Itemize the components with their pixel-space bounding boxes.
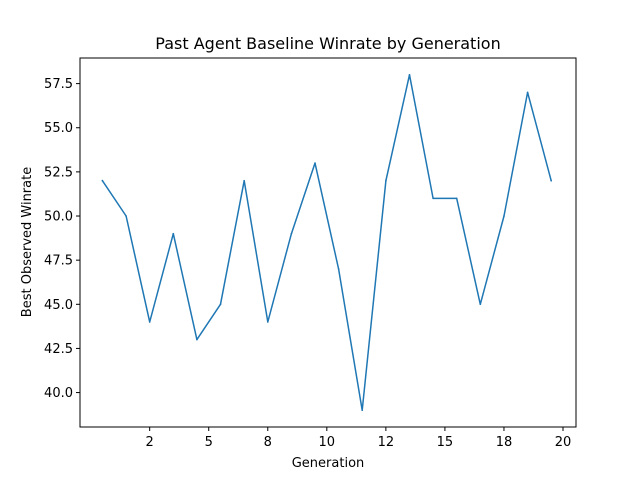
data-point [385, 179, 387, 182]
plot-frame [79, 57, 577, 428]
y-tick-label: 55.0 [44, 121, 73, 136]
y-axis-label: Best Observed Winrate [20, 167, 35, 317]
y-tick-label: 40.0 [44, 386, 73, 401]
data-point [243, 179, 245, 182]
x-tick-label: 20 [555, 435, 572, 450]
y-tick-label: 42.5 [44, 342, 73, 357]
y-tick-label: 50.0 [44, 210, 73, 225]
chart-title: Past Agent Baseline Winrate by Generatio… [155, 34, 500, 53]
series-line-0 [101, 74, 553, 411]
data-point [408, 73, 411, 76]
data-point [503, 215, 505, 217]
plot-background [80, 58, 576, 427]
data-point [337, 268, 340, 270]
x-tick-label: 5 [205, 435, 213, 450]
x-tick-label: 10 [319, 435, 336, 450]
x-tick-label: 15 [437, 435, 454, 450]
data-point [526, 91, 529, 94]
data-point [479, 303, 482, 306]
data-point [314, 162, 316, 164]
data-point [266, 321, 269, 323]
data-point [290, 232, 293, 235]
x-tick-label: 18 [496, 435, 513, 450]
data-point [101, 179, 104, 182]
x-axis-ticks: 2 5 8 10 12 15 18 20 [146, 427, 572, 450]
data-point [172, 232, 175, 235]
data-point [196, 338, 198, 341]
x-tick-label: 12 [378, 435, 395, 450]
x-tick-label: 2 [146, 435, 154, 450]
x-axis-label: Generation [292, 456, 365, 471]
data-point [125, 215, 127, 217]
x-tick-label: 8 [264, 435, 272, 450]
y-tick-label: 52.5 [44, 165, 73, 180]
data-point [361, 409, 364, 412]
series-layer [101, 73, 553, 412]
data-point [550, 179, 552, 182]
y-tick-label: 47.5 [44, 254, 73, 269]
y-axis-ticks: 40.0 42.5 45.0 47.5 50.0 52.5 55.0 57.5 [44, 77, 80, 401]
data-point [432, 197, 434, 200]
data-point [219, 303, 222, 306]
y-tick-label: 57.5 [44, 77, 73, 92]
y-tick-label: 45.0 [44, 298, 73, 313]
data-point [455, 197, 458, 200]
data-point [148, 321, 151, 323]
